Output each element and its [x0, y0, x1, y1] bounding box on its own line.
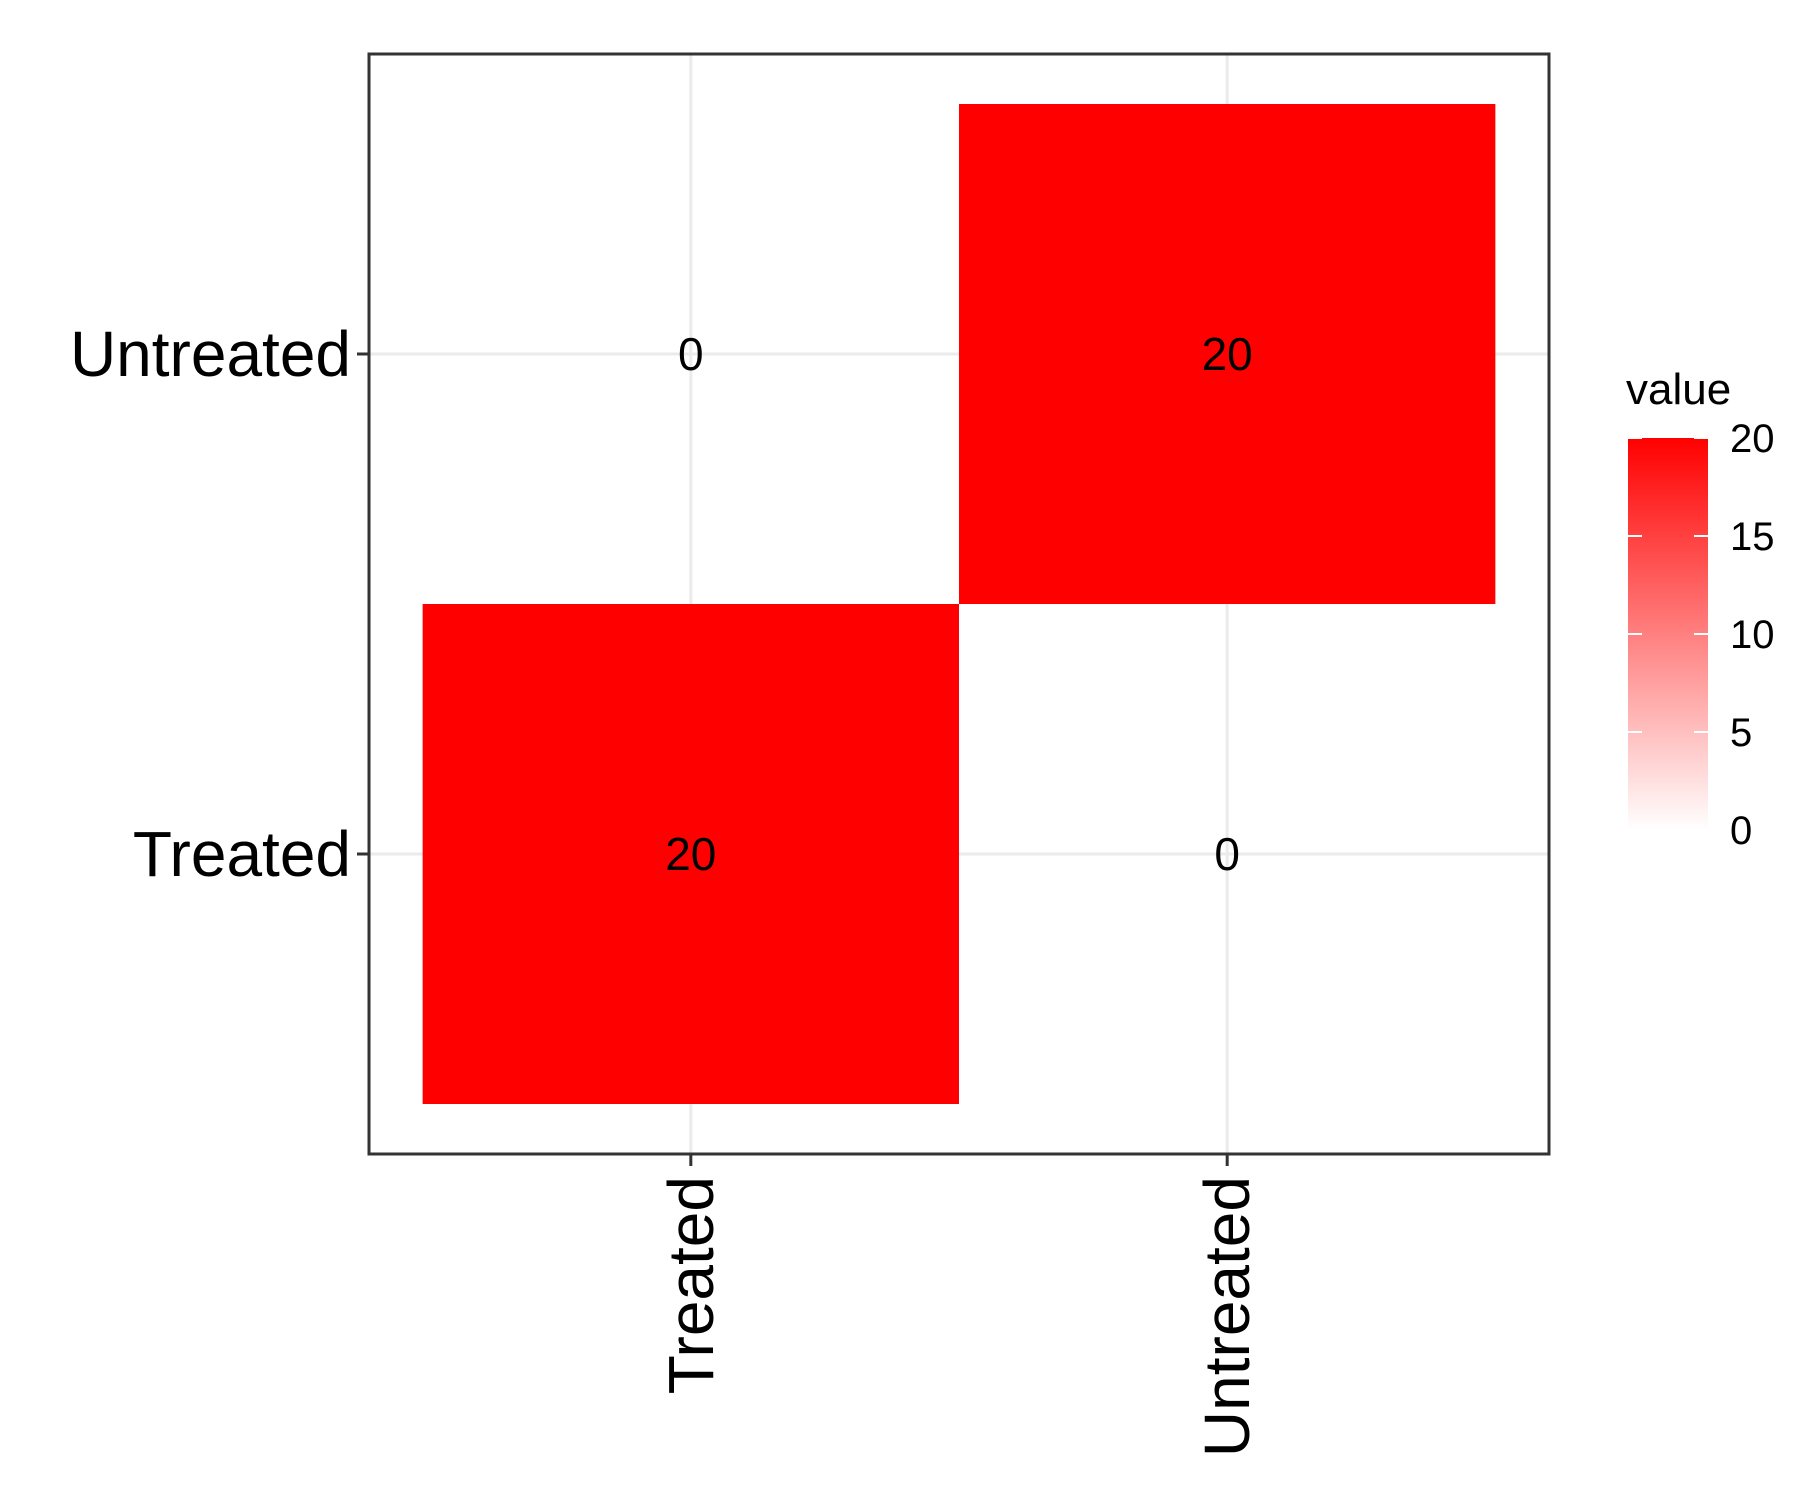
cell-value-label: 20	[665, 828, 716, 880]
legend-tick-label: 0	[1730, 809, 1752, 853]
panel-border	[367, 52, 1551, 1156]
legend-tick-label: 10	[1730, 613, 1775, 657]
legend-tick-label: 15	[1730, 515, 1775, 559]
color-legend: value 0 5 10 15 20	[1626, 365, 1775, 853]
y-tick-label: Untreated	[70, 318, 351, 390]
y-tick-label: Treated	[133, 818, 351, 890]
cell-value-label: 0	[1214, 828, 1240, 880]
x-tick-label: Untreated	[1191, 1176, 1263, 1457]
legend-tick-label: 20	[1730, 417, 1775, 461]
heatmap-cell	[422, 604, 959, 1104]
x-tick-label: Treated	[655, 1176, 727, 1394]
cell-value-label: 0	[678, 328, 704, 380]
heatmap-cell	[959, 104, 1496, 604]
cell-value-label: 20	[1202, 328, 1253, 380]
legend-tick-label: 5	[1730, 711, 1752, 755]
legend-title: value	[1626, 365, 1731, 414]
